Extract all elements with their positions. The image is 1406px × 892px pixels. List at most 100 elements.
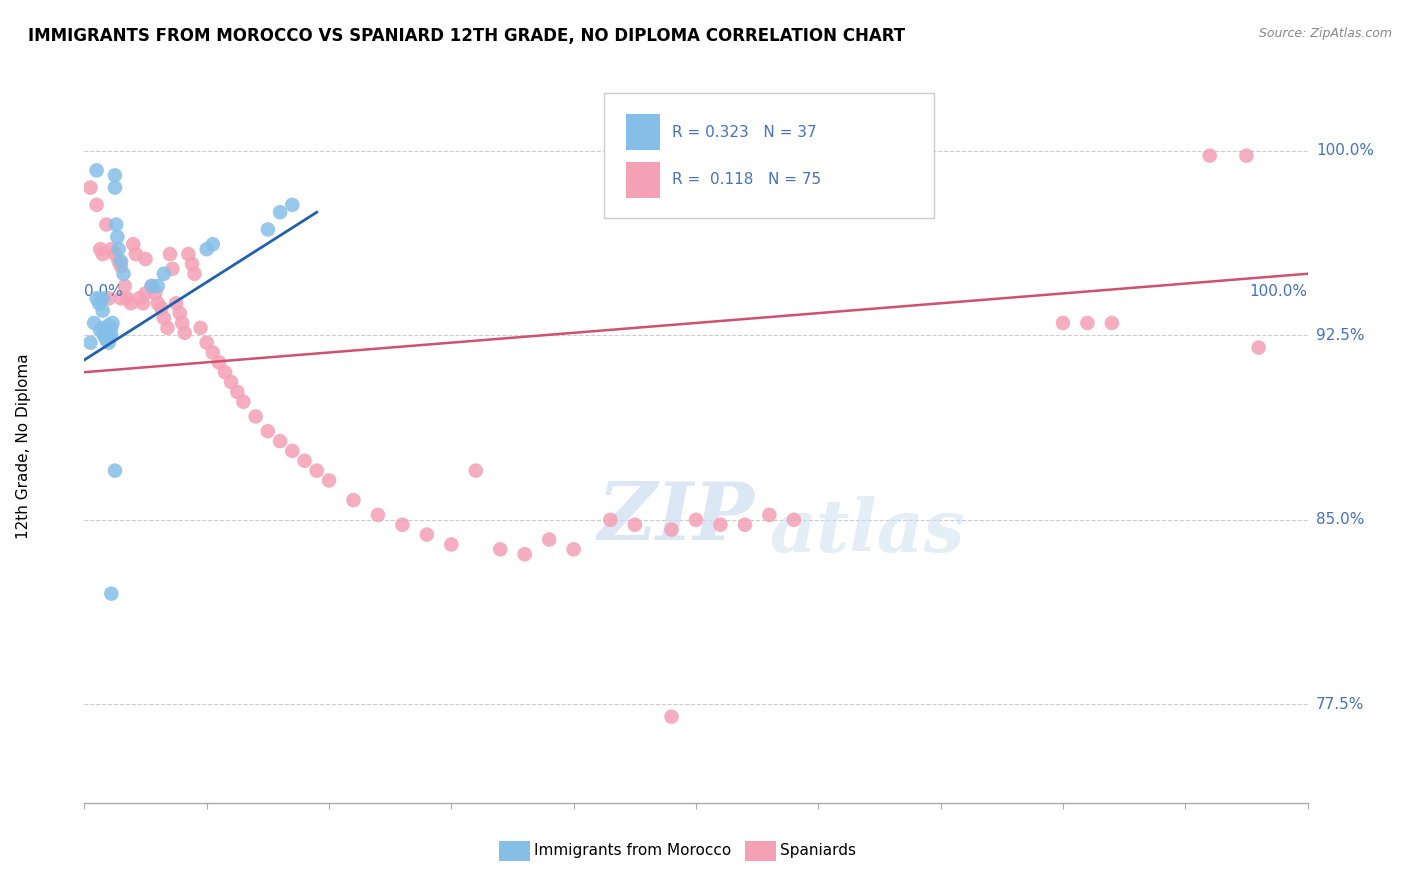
- Point: [214, 365, 236, 379]
- Point: [257, 222, 280, 236]
- Point: [464, 464, 486, 478]
- Point: [177, 247, 200, 261]
- Point: [685, 513, 707, 527]
- Text: Source: ZipAtlas.com: Source: ZipAtlas.com: [1258, 27, 1392, 40]
- Point: [83, 316, 105, 330]
- Point: [94, 328, 117, 343]
- Point: [100, 328, 122, 343]
- Point: [162, 261, 184, 276]
- Point: [135, 252, 157, 266]
- Point: [96, 218, 118, 232]
- Point: [661, 709, 683, 723]
- Point: [195, 242, 218, 256]
- Point: [79, 180, 101, 194]
- Point: [150, 301, 173, 316]
- Point: [89, 242, 111, 256]
- Point: [489, 542, 512, 557]
- Point: [100, 587, 122, 601]
- Text: 85.0%: 85.0%: [1316, 512, 1364, 527]
- Point: [153, 311, 176, 326]
- Point: [104, 247, 127, 261]
- Point: [156, 321, 179, 335]
- Point: [1198, 148, 1220, 162]
- Point: [101, 316, 124, 330]
- Text: 92.5%: 92.5%: [1316, 327, 1364, 343]
- Point: [201, 345, 224, 359]
- Point: [91, 303, 114, 318]
- Point: [513, 547, 536, 561]
- Point: [219, 375, 242, 389]
- Point: [367, 508, 389, 522]
- Point: [153, 267, 176, 281]
- Point: [146, 296, 169, 310]
- Point: [97, 328, 120, 343]
- Point: [440, 537, 463, 551]
- Point: [97, 323, 120, 337]
- Point: [86, 291, 108, 305]
- Point: [208, 355, 231, 369]
- Text: 12th Grade, No Diploma: 12th Grade, No Diploma: [15, 353, 31, 539]
- Point: [141, 279, 163, 293]
- Point: [105, 230, 128, 244]
- Point: [281, 198, 304, 212]
- Point: [79, 335, 101, 350]
- Point: [1052, 316, 1074, 330]
- Point: [125, 247, 148, 261]
- Point: [391, 517, 413, 532]
- Point: [281, 444, 304, 458]
- Point: [169, 306, 191, 320]
- Point: [100, 242, 122, 256]
- Point: [195, 335, 218, 350]
- Point: [112, 267, 135, 281]
- Text: 0.0%: 0.0%: [84, 284, 124, 299]
- Point: [96, 333, 118, 347]
- Text: IMMIGRANTS FROM MOROCCO VS SPANIARD 12TH GRADE, NO DIPLOMA CORRELATION CHART: IMMIGRANTS FROM MOROCCO VS SPANIARD 12TH…: [28, 27, 905, 45]
- Point: [104, 464, 127, 478]
- Point: [599, 513, 621, 527]
- Point: [114, 279, 136, 293]
- Point: [97, 335, 120, 350]
- Point: [734, 517, 756, 532]
- Point: [97, 318, 120, 333]
- Point: [758, 508, 780, 522]
- Point: [87, 296, 110, 310]
- FancyBboxPatch shape: [626, 114, 661, 150]
- Point: [201, 237, 224, 252]
- Point: [709, 517, 731, 532]
- Point: [172, 316, 194, 330]
- Point: [562, 542, 585, 557]
- Point: [1234, 148, 1257, 162]
- Point: [91, 247, 114, 261]
- Point: [141, 279, 163, 293]
- Point: [128, 291, 150, 305]
- Point: [143, 286, 166, 301]
- Point: [100, 321, 122, 335]
- Point: [245, 409, 267, 424]
- Point: [120, 296, 142, 310]
- Point: [232, 394, 254, 409]
- Text: ZIP: ZIP: [598, 479, 755, 556]
- Point: [165, 296, 187, 310]
- Point: [538, 533, 561, 547]
- Point: [226, 384, 249, 399]
- Point: [97, 291, 120, 305]
- Point: [305, 464, 328, 478]
- Point: [115, 291, 138, 305]
- Point: [1101, 316, 1123, 330]
- FancyBboxPatch shape: [605, 93, 935, 218]
- Point: [416, 527, 439, 541]
- Point: [269, 205, 291, 219]
- Point: [783, 513, 806, 527]
- Point: [91, 321, 114, 335]
- Point: [342, 493, 364, 508]
- Point: [93, 328, 115, 343]
- Text: Immigrants from Morocco: Immigrants from Morocco: [534, 844, 731, 858]
- Text: 100.0%: 100.0%: [1316, 144, 1374, 158]
- Point: [110, 260, 132, 274]
- Point: [146, 279, 169, 293]
- Point: [86, 163, 108, 178]
- Point: [104, 180, 127, 194]
- Point: [173, 326, 195, 340]
- Text: 100.0%: 100.0%: [1250, 284, 1308, 299]
- Point: [294, 454, 316, 468]
